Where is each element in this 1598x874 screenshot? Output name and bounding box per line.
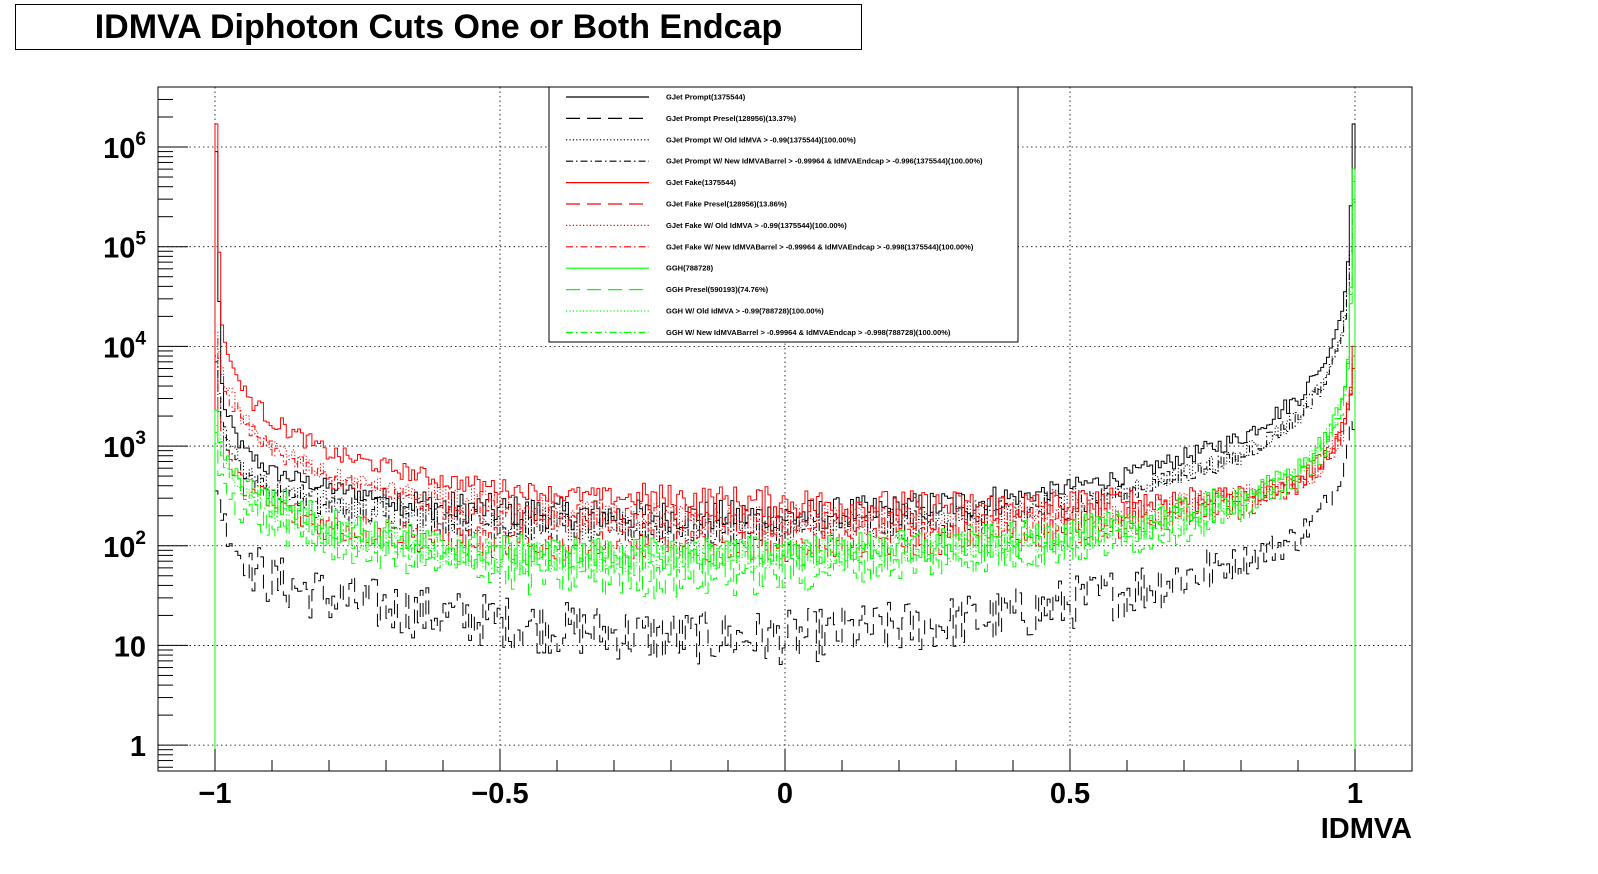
x-tick-label: 0 bbox=[777, 778, 793, 810]
series-line bbox=[214, 123, 1356, 771]
y-tick-exponent: 2 bbox=[135, 528, 146, 549]
legend-entry: GGH W/ New IdMVABarrel > -0.99964 & IdMV… bbox=[666, 328, 951, 337]
legend-entry: GGH W/ Old IdMVA > -0.99(788728)(100.00%… bbox=[666, 307, 824, 316]
legend-box bbox=[548, 86, 1019, 343]
legend-entry: GJet Prompt W/ Old IdMVA > -0.99(1375544… bbox=[666, 135, 856, 144]
series-line bbox=[214, 331, 1356, 771]
legend-entry: GGH Presel(590193)(74.76%) bbox=[666, 285, 769, 294]
y-tick-exponent: 4 bbox=[135, 328, 146, 349]
title-box: IDMVA Diphoton Cuts One or Both Endcap bbox=[15, 4, 862, 50]
legend-entry: GJet Fake W/ New IdMVABarrel > -0.99964 … bbox=[666, 242, 974, 251]
legend-entry: GJet Fake W/ Old IdMVA > -0.99(1375544)(… bbox=[666, 221, 847, 230]
series-line bbox=[214, 198, 1356, 771]
legend-entry: GJet Prompt W/ New IdMVABarrel > -0.9996… bbox=[666, 157, 983, 166]
series-line bbox=[214, 337, 1356, 771]
x-axis-title: IDMVA bbox=[1321, 813, 1412, 845]
y-tick-exponent: 3 bbox=[135, 428, 146, 449]
y-tick-base: 10 bbox=[103, 233, 135, 265]
y-tick-label: 10 bbox=[114, 631, 146, 663]
series-line bbox=[214, 181, 1356, 771]
y-tick-label: 102 bbox=[103, 528, 146, 564]
legend-entry: GGH(788728) bbox=[666, 264, 714, 273]
series-layer bbox=[214, 123, 1356, 771]
legend-entry: GJet Prompt Presel(128956)(13.37%) bbox=[666, 114, 797, 123]
y-tick-exponent: 5 bbox=[135, 229, 146, 250]
series-line bbox=[214, 368, 1356, 771]
series-line bbox=[214, 201, 1356, 771]
y-tick-label: 1 bbox=[130, 731, 146, 763]
y-tick-base: 10 bbox=[103, 532, 135, 564]
series-line bbox=[214, 421, 1356, 771]
legend: GJet Prompt(1375544) GJet Prompt Presel(1… bbox=[548, 86, 1019, 343]
x-tick-label: 0.5 bbox=[1050, 778, 1090, 810]
y-tick-exponent: 6 bbox=[135, 129, 146, 150]
chart-title: IDMVA Diphoton Cuts One or Both Endcap bbox=[94, 7, 783, 46]
y-tick-base: 10 bbox=[103, 332, 135, 364]
y-tick-label: 105 bbox=[103, 229, 146, 265]
y-tick-label: 104 bbox=[103, 328, 146, 364]
y-tick-label: 106 bbox=[103, 129, 146, 165]
series-line bbox=[214, 123, 1356, 771]
x-tick-label: −1 bbox=[198, 778, 231, 810]
y-tick-label: 103 bbox=[103, 428, 146, 464]
x-tick-label: −0.5 bbox=[471, 778, 528, 810]
legend-entry: GJet Fake(1375544) bbox=[666, 178, 737, 187]
y-tick-base: 10 bbox=[103, 133, 135, 165]
y-tick-base: 10 bbox=[114, 631, 146, 663]
legend-entry: GJet Prompt(1375544) bbox=[666, 93, 746, 102]
legend-entry: GJet Fake Presel(128956)(13.86%) bbox=[666, 200, 787, 209]
series-line bbox=[214, 198, 1356, 771]
y-tick-base: 1 bbox=[130, 731, 146, 763]
x-tick-label: 1 bbox=[1347, 778, 1363, 810]
y-tick-base: 10 bbox=[103, 432, 135, 464]
series-line bbox=[214, 176, 1356, 771]
